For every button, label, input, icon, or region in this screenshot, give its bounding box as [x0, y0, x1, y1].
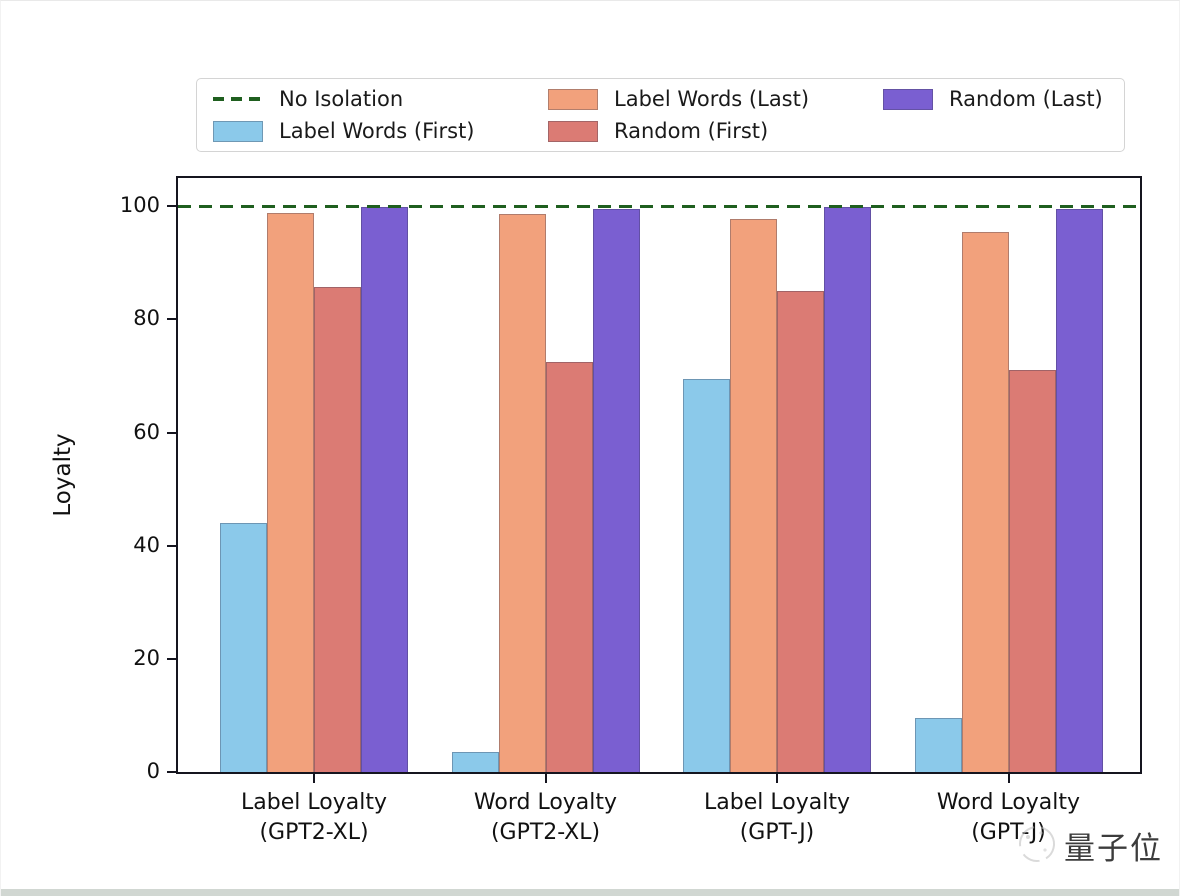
- legend-item-random-last: Random (Last): [875, 87, 1116, 111]
- legend: No Isolation Label Words (First) Label Wor…: [196, 78, 1125, 152]
- y-tick-label-100: 100: [119, 193, 160, 218]
- legend-item-random-first: Random (First): [540, 119, 875, 143]
- x-category-label-1: Label Loyalty (GPT2-XL): [241, 790, 387, 845]
- bar-random-last-group-3: [824, 206, 871, 772]
- bar-label-words-last-group-3: [730, 219, 777, 772]
- bar-random-first-group-4: [1008, 370, 1056, 772]
- bar-random-first-group-1: [314, 286, 361, 772]
- bar-label-words-last-group-4: [961, 231, 1009, 772]
- legend-label: No Isolation: [279, 87, 404, 111]
- bar-label-words-last-group-2: [498, 214, 546, 772]
- no-isolation-reference-line: [178, 204, 1140, 209]
- watermark-text: 量子位: [1064, 830, 1163, 867]
- y-axis-title: Loyalty: [50, 433, 76, 517]
- x-category-label-4: Word Loyalty (GPT-J): [936, 790, 1081, 845]
- legend-item-label-words-first: Label Words (First): [205, 119, 540, 143]
- y-tick-label-40: 40: [133, 532, 160, 557]
- bar-label-words-first-group-2: [451, 752, 499, 772]
- y-tick-label-20: 20: [133, 645, 160, 670]
- bar-random-first-group-3: [777, 291, 824, 772]
- legend-label: Label Words (Last): [614, 87, 810, 111]
- y-tick-80: [167, 318, 176, 321]
- color-swatch-icon: [883, 88, 933, 110]
- bar-random-last-group-4: [1055, 209, 1103, 772]
- y-tick-label-0: 0: [146, 759, 160, 783]
- legend-label: Random (First): [614, 119, 769, 143]
- dashed-line-swatch-icon: [213, 97, 263, 101]
- x-category-label-2: Word Loyalty (GPT2-XL): [473, 790, 618, 845]
- x-tick-3: [776, 774, 778, 783]
- y-tick-40: [167, 544, 176, 547]
- legend-label: Label Words (First): [279, 119, 475, 143]
- watermark: 量子位: [1014, 820, 1163, 870]
- legend-item-label-words-last: Label Words (Last): [540, 87, 875, 111]
- color-swatch-icon: [548, 88, 598, 110]
- bar-label-words-last-group-1: [267, 213, 314, 772]
- y-tick-label-80: 80: [133, 306, 160, 331]
- y-tick-60: [167, 431, 176, 434]
- plot-area: 0 20 40 60 80 100 Label Loyalty (GPT2-XL) Word L…: [120, 176, 1142, 845]
- image-bottom-edge: [1, 889, 1179, 896]
- legend-item-no-isolation: No Isolation: [205, 87, 540, 111]
- qbitai-logo-icon: [1014, 820, 1060, 870]
- x-tick-1: [313, 774, 315, 783]
- color-swatch-icon: [213, 120, 263, 142]
- x-tick-2: [544, 774, 547, 783]
- x-category-label-3: Label Loyalty (GPT-J): [704, 790, 850, 845]
- y-tick-20: [167, 657, 176, 660]
- bar-random-last-group-2: [592, 208, 640, 772]
- color-swatch-icon: [548, 120, 598, 142]
- bar-random-last-group-1: [361, 207, 408, 772]
- bar-label-words-first-group-3: [683, 378, 730, 772]
- y-tick-label-60: 60: [133, 419, 160, 444]
- bar-label-words-first-group-1: [220, 523, 267, 772]
- y-tick-0: [167, 771, 176, 773]
- x-tick-4: [1007, 774, 1010, 783]
- y-tick-100: [167, 205, 176, 208]
- legend-label: Random (Last): [949, 87, 1103, 111]
- bar-label-words-first-group-4: [914, 717, 962, 772]
- bar-random-first-group-2: [545, 362, 593, 772]
